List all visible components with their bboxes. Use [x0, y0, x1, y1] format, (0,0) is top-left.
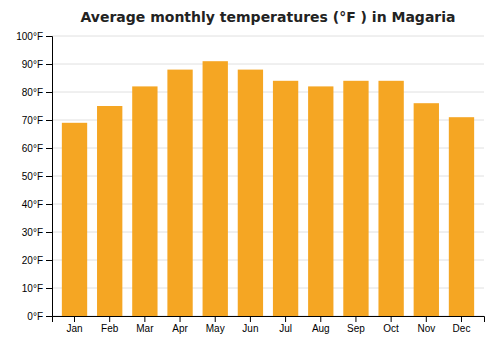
x-tick-label: Sep — [347, 323, 365, 334]
x-tick-mark — [320, 316, 321, 322]
y-tick-mark — [46, 232, 52, 233]
y-tick-label: 100°F — [16, 31, 43, 42]
y-tick: 60°F — [22, 143, 52, 154]
x-tick: Mar — [136, 316, 154, 334]
y-tick-mark — [46, 120, 52, 121]
y-tick-label: 30°F — [22, 227, 43, 238]
y-tick: 0°F — [27, 311, 52, 322]
y-tick: 40°F — [22, 199, 52, 210]
y-tick-label: 0°F — [27, 311, 43, 322]
bar — [343, 81, 368, 316]
x-tick: Sep — [347, 316, 365, 334]
x-tick-label: Jan — [66, 323, 82, 334]
x-tick-mark — [355, 316, 356, 322]
x-tick-mark — [144, 316, 145, 322]
y-tick: 80°F — [22, 87, 52, 98]
bar — [378, 81, 403, 316]
x-axis-line — [53, 317, 485, 323]
y-tick-mark — [46, 260, 52, 261]
x-tick-label: Feb — [101, 323, 119, 334]
x-tick-label: Mar — [136, 323, 154, 334]
bar — [132, 86, 157, 316]
y-axis-line — [46, 37, 53, 317]
y-tick: 20°F — [22, 255, 52, 266]
x-tick-label: Jun — [242, 323, 258, 334]
plot: 0°F 10°F 20°F 30°F 40°F 50°F 60°F 70°F 80°F 90°F 1… — [16, 31, 484, 334]
x-tick: Aug — [312, 316, 330, 334]
y-tick-label: 10°F — [22, 283, 43, 294]
bar — [97, 106, 122, 316]
y-tick-label: 80°F — [22, 87, 43, 98]
bars — [62, 61, 474, 316]
x-tick: Dec — [453, 316, 471, 334]
x-tick: Jul — [279, 316, 292, 334]
y-tick-label: 40°F — [22, 199, 43, 210]
y-tick-mark — [46, 204, 52, 205]
grid-line — [52, 64, 484, 65]
x-tick: Jan — [66, 316, 82, 334]
bar — [167, 70, 192, 316]
x-tick: May — [206, 316, 225, 334]
bar — [414, 103, 439, 316]
bar — [62, 123, 87, 316]
y-tick-label: 90°F — [22, 59, 43, 70]
y-tick-mark — [46, 316, 52, 317]
x-tick: Feb — [101, 316, 119, 334]
y-tick-label: 60°F — [22, 143, 43, 154]
y-tick: 90°F — [22, 59, 52, 70]
bar — [308, 86, 333, 316]
grid-line — [52, 92, 484, 93]
y-tick: 100°F — [16, 31, 52, 42]
y-tick-label: 70°F — [22, 115, 43, 126]
chart-container: 0°F 10°F 20°F 30°F 40°F 50°F 60°F 70°F 80°F 90°F 1… — [0, 0, 500, 350]
x-tick: Oct — [383, 316, 399, 334]
x-tick-label: Aug — [312, 323, 330, 334]
x-tick-mark — [109, 316, 110, 322]
grid — [52, 36, 484, 316]
y-tick: 50°F — [22, 171, 52, 182]
x-tick-mark — [250, 316, 251, 322]
bar — [203, 61, 228, 316]
x-tick-label: Nov — [417, 323, 435, 334]
y-tick-label: 20°F — [22, 255, 43, 266]
x-tick-mark — [74, 316, 75, 322]
x-axis: Jan Feb Mar Apr May Jun Jul Aug Sep Oct Nov Dec — [53, 316, 485, 334]
x-tick-label: Apr — [172, 323, 188, 334]
y-tick: 70°F — [22, 115, 52, 126]
grid-line — [52, 36, 484, 37]
x-tick-label: Oct — [383, 323, 399, 334]
x-tick-label: Dec — [453, 323, 471, 334]
x-tick: Jun — [242, 316, 258, 334]
x-tick-mark — [426, 316, 427, 322]
chart: 0°F 10°F 20°F 30°F 40°F 50°F 60°F 70°F 80°F 90°F 1… — [0, 0, 500, 350]
x-tick-mark — [391, 316, 392, 322]
bar — [449, 117, 474, 316]
x-tick: Nov — [417, 316, 435, 334]
y-tick-mark — [46, 176, 52, 177]
title: Average monthly temperatures (°F ) in Ma… — [81, 9, 456, 25]
bar — [273, 81, 298, 316]
x-tick-mark — [215, 316, 216, 322]
y-tick-mark — [46, 64, 52, 65]
y-tick-mark — [46, 288, 52, 289]
y-tick: 30°F — [22, 227, 52, 238]
x-tick-mark — [285, 316, 286, 322]
y-tick-mark — [46, 36, 52, 37]
y-tick-mark — [46, 92, 52, 93]
y-tick-label: 50°F — [22, 171, 43, 182]
x-tick-label: Jul — [279, 323, 292, 334]
x-tick: Apr — [172, 316, 188, 334]
y-axis: 0°F 10°F 20°F 30°F 40°F 50°F 60°F 70°F 80°F 90°F 1… — [16, 31, 52, 322]
bar — [238, 70, 263, 316]
x-tick-label: May — [206, 323, 225, 334]
x-tick-mark — [461, 316, 462, 322]
y-tick-mark — [46, 148, 52, 149]
y-tick: 10°F — [22, 283, 52, 294]
x-tick-mark — [180, 316, 181, 322]
